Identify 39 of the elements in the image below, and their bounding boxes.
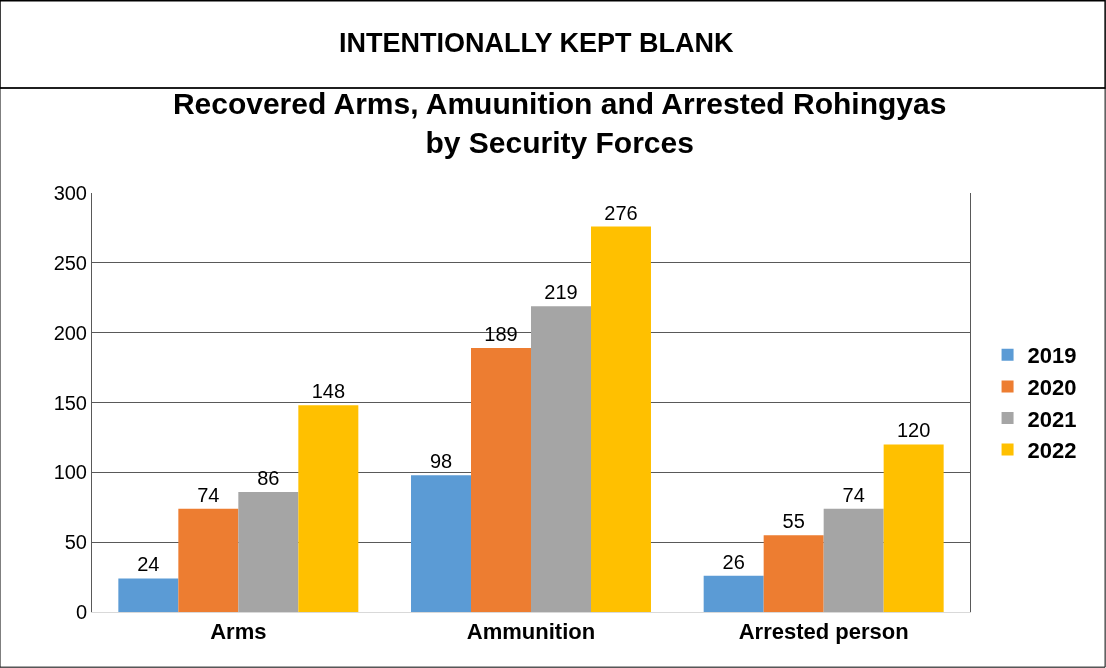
x-tick-label: Arrested person bbox=[738, 619, 909, 645]
bar bbox=[471, 348, 531, 612]
y-tick-label: 150 bbox=[53, 391, 87, 414]
bar bbox=[118, 578, 179, 612]
y-tick-label: 100 bbox=[53, 461, 87, 484]
data-label: 98 bbox=[429, 450, 453, 473]
text: INTENTIONALLY KEPT BLANK bbox=[339, 28, 735, 58]
bar bbox=[298, 405, 359, 612]
bar bbox=[178, 508, 239, 612]
data-label: 219 bbox=[544, 281, 578, 304]
bar bbox=[703, 575, 764, 612]
data-label: 55 bbox=[782, 510, 805, 533]
y-tick-label: 0 bbox=[75, 601, 87, 623]
bar bbox=[411, 475, 471, 612]
chart-title: Recovered Arms, Amuunition and Arrested Rohingyas by Security Forces bbox=[172, 86, 947, 159]
x-tick-label: Arms bbox=[210, 619, 267, 645]
data-label: 26 bbox=[722, 550, 745, 573]
data-label: 120 bbox=[896, 419, 931, 442]
legend-label: 2021 bbox=[1027, 406, 1077, 432]
legend-label: 2019 bbox=[1027, 343, 1077, 369]
legend-label: 2020 bbox=[1027, 374, 1077, 400]
x-tick-label: Ammunition bbox=[466, 619, 596, 645]
data-label: 86 bbox=[257, 466, 280, 489]
bar bbox=[763, 535, 824, 612]
data-label: 74 bbox=[842, 483, 865, 506]
data-label: 24 bbox=[137, 553, 160, 576]
bar bbox=[823, 508, 884, 612]
bar bbox=[883, 444, 944, 612]
data-label: 148 bbox=[311, 380, 346, 403]
bar bbox=[591, 226, 651, 612]
y-tick-label: 200 bbox=[53, 321, 87, 344]
bar bbox=[531, 306, 591, 612]
legend-label: 2022 bbox=[1027, 438, 1077, 464]
y-tick-label: 250 bbox=[53, 251, 87, 274]
data-label: 276 bbox=[604, 201, 638, 224]
data-label: 74 bbox=[197, 483, 220, 506]
bar bbox=[238, 491, 299, 612]
y-tick-label: 50 bbox=[64, 531, 87, 554]
y-tick-label: 300 bbox=[53, 182, 87, 204]
